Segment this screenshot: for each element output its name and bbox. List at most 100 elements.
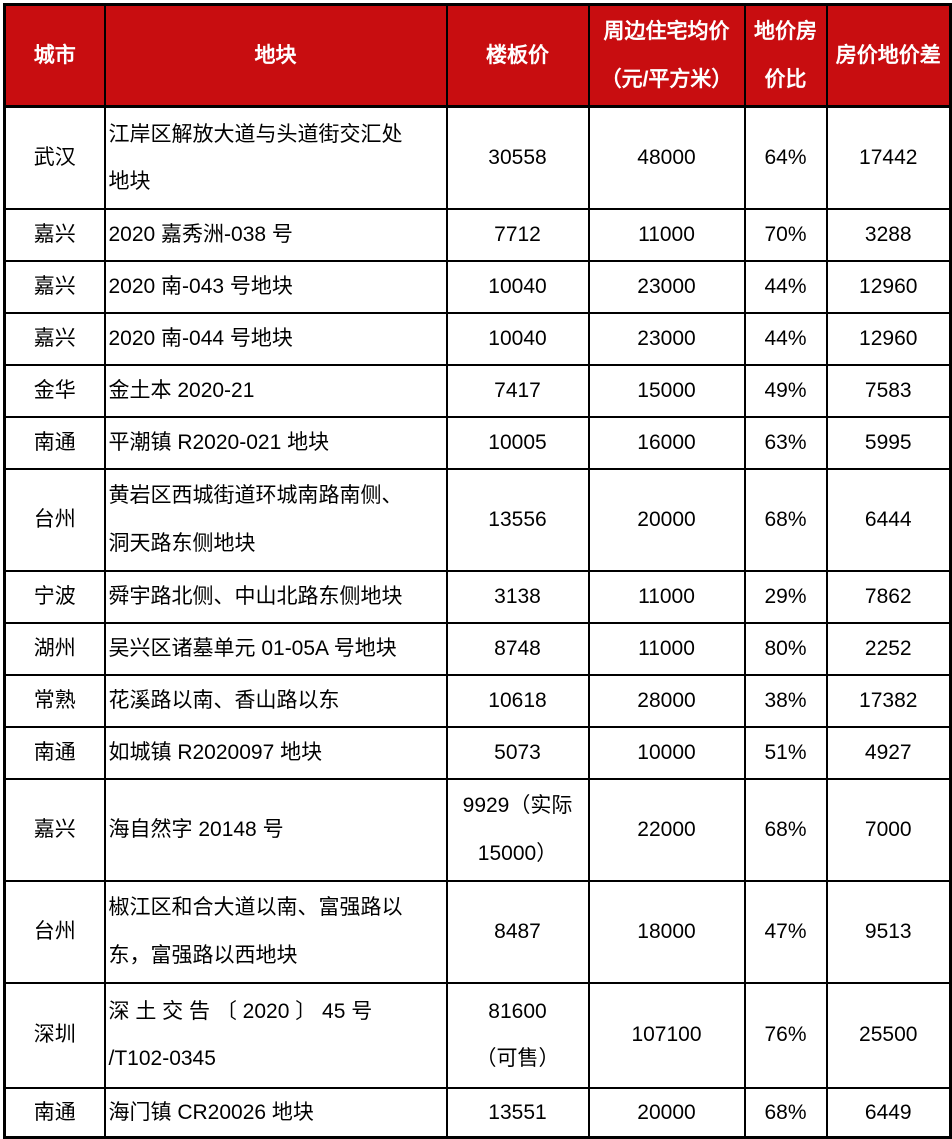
- cell-price-diff: 6444: [825, 467, 952, 572]
- cell-plot: 海门镇 CR20026 地块: [103, 1086, 448, 1139]
- cell-avg-price: 18000: [587, 879, 746, 984]
- cell-price-diff: 4927: [825, 725, 952, 780]
- cell-floor-price: 9929（实际 15000）: [445, 777, 590, 882]
- cell-city: 台州: [3, 879, 106, 984]
- table-row: 嘉兴 2020 嘉秀洲-038 号 7712 11000 70% 3288: [3, 207, 952, 262]
- cell-avg-price: 107100: [587, 981, 746, 1089]
- cell-avg-price: 23000: [587, 259, 746, 314]
- cell-plot: 花溪路以南、香山路以东: [103, 673, 448, 728]
- cell-floor-price: 10618: [445, 673, 590, 728]
- col-header-ratio: 地价房 价比: [743, 3, 828, 108]
- cell-price-diff: 17382: [825, 673, 952, 728]
- cell-city: 嘉兴: [3, 777, 106, 882]
- cell-city: 南通: [3, 725, 106, 780]
- cell-city: 深圳: [3, 981, 106, 1089]
- cell-city: 武汉: [3, 105, 106, 210]
- table-row: 常熟 花溪路以南、香山路以东 10618 28000 38% 17382: [3, 673, 952, 728]
- cell-avg-price: 15000: [587, 363, 746, 418]
- cell-city: 南通: [3, 415, 106, 470]
- cell-price-diff: 17442: [825, 105, 952, 210]
- table-row: 嘉兴 2020 南-043 号地块 10040 23000 44% 12960: [3, 259, 952, 314]
- table-row: 南通 海门镇 CR20026 地块 13551 20000 68% 6449: [3, 1086, 952, 1139]
- cell-price-diff: 2252: [825, 621, 952, 676]
- table-row: 南通 如城镇 R2020097 地块 5073 10000 51% 4927: [3, 725, 952, 780]
- table-row: 台州 黄岩区西城街道环城南路南侧、 洞天路东侧地块 13556 20000 68…: [3, 467, 952, 572]
- cell-ratio: 49%: [743, 363, 828, 418]
- cell-avg-price: 20000: [587, 467, 746, 572]
- cell-plot: 平潮镇 R2020-021 地块: [103, 415, 448, 470]
- cell-price-diff: 9513: [825, 879, 952, 984]
- cell-floor-price: 7712: [445, 207, 590, 262]
- cell-avg-price: 11000: [587, 207, 746, 262]
- col-header-avg-price: 周边住宅均价 （元/平方米）: [587, 3, 746, 108]
- cell-price-diff: 5995: [825, 415, 952, 470]
- cell-ratio: 68%: [743, 467, 828, 572]
- cell-plot: 海自然字 20148 号: [103, 777, 448, 882]
- col-header-plot: 地块: [103, 3, 448, 108]
- cell-ratio: 76%: [743, 981, 828, 1089]
- cell-floor-price: 13556: [445, 467, 590, 572]
- cell-floor-price: 30558: [445, 105, 590, 210]
- cell-ratio: 70%: [743, 207, 828, 262]
- cell-plot: 2020 嘉秀洲-038 号: [103, 207, 448, 262]
- cell-city: 嘉兴: [3, 311, 106, 366]
- cell-ratio: 29%: [743, 569, 828, 624]
- cell-floor-price: 10040: [445, 259, 590, 314]
- table-header-row: 城市 地块 楼板价 周边住宅均价 （元/平方米） 地价房 价比 房价地价差: [3, 3, 952, 108]
- table-row: 湖州 吴兴区诸墓单元 01-05A 号地块 8748 11000 80% 225…: [3, 621, 952, 676]
- cell-ratio: 80%: [743, 621, 828, 676]
- cell-plot: 如城镇 R2020097 地块: [103, 725, 448, 780]
- cell-price-diff: 12960: [825, 259, 952, 314]
- cell-plot: 深 土 交 告 〔 2020 〕 45 号 /T102-0345: [103, 981, 448, 1089]
- cell-plot: 吴兴区诸墓单元 01-05A 号地块: [103, 621, 448, 676]
- cell-ratio: 64%: [743, 105, 828, 210]
- cell-avg-price: 10000: [587, 725, 746, 780]
- cell-floor-price: 8487: [445, 879, 590, 984]
- cell-plot: 椒江区和合大道以南、富强路以 东，富强路以西地块: [103, 879, 448, 984]
- cell-city: 宁波: [3, 569, 106, 624]
- table-row: 台州 椒江区和合大道以南、富强路以 东，富强路以西地块 8487 18000 4…: [3, 879, 952, 984]
- cell-floor-price: 81600 （可售）: [445, 981, 590, 1089]
- col-header-floor-price: 楼板价: [445, 3, 590, 108]
- cell-ratio: 44%: [743, 311, 828, 366]
- table-row: 金华 金土本 2020-21 7417 15000 49% 7583: [3, 363, 952, 418]
- cell-floor-price: 3138: [445, 569, 590, 624]
- table-row: 南通 平潮镇 R2020-021 地块 10005 16000 63% 5995: [3, 415, 952, 470]
- cell-city: 湖州: [3, 621, 106, 676]
- cell-price-diff: 3288: [825, 207, 952, 262]
- cell-floor-price: 5073: [445, 725, 590, 780]
- cell-floor-price: 7417: [445, 363, 590, 418]
- cell-price-diff: 7583: [825, 363, 952, 418]
- cell-ratio: 68%: [743, 777, 828, 882]
- cell-avg-price: 16000: [587, 415, 746, 470]
- cell-plot: 黄岩区西城街道环城南路南侧、 洞天路东侧地块: [103, 467, 448, 572]
- table-row: 嘉兴 2020 南-044 号地块 10040 23000 44% 12960: [3, 311, 952, 366]
- cell-avg-price: 11000: [587, 569, 746, 624]
- col-header-city: 城市: [3, 3, 106, 108]
- cell-price-diff: 6449: [825, 1086, 952, 1139]
- cell-city: 常熟: [3, 673, 106, 728]
- cell-price-diff: 12960: [825, 311, 952, 366]
- cell-avg-price: 48000: [587, 105, 746, 210]
- table-row: 宁波 舜宇路北侧、中山北路东侧地块 3138 11000 29% 7862: [3, 569, 952, 624]
- cell-plot: 金土本 2020-21: [103, 363, 448, 418]
- cell-ratio: 63%: [743, 415, 828, 470]
- cell-price-diff: 25500: [825, 981, 952, 1089]
- land-price-table: 城市 地块 楼板价 周边住宅均价 （元/平方米） 地价房 价比 房价地价差 武汉…: [3, 3, 952, 1139]
- cell-ratio: 47%: [743, 879, 828, 984]
- table-row: 嘉兴 海自然字 20148 号 9929（实际 15000） 22000 68%…: [3, 777, 952, 882]
- cell-plot: 江岸区解放大道与头道街交汇处 地块: [103, 105, 448, 210]
- cell-ratio: 38%: [743, 673, 828, 728]
- cell-ratio: 44%: [743, 259, 828, 314]
- cell-city: 台州: [3, 467, 106, 572]
- cell-floor-price: 8748: [445, 621, 590, 676]
- cell-city: 南通: [3, 1086, 106, 1139]
- table-row: 深圳 深 土 交 告 〔 2020 〕 45 号 /T102-0345 8160…: [3, 981, 952, 1089]
- cell-floor-price: 10040: [445, 311, 590, 366]
- cell-avg-price: 23000: [587, 311, 746, 366]
- table-row: 武汉 江岸区解放大道与头道街交汇处 地块 30558 48000 64% 174…: [3, 105, 952, 210]
- cell-avg-price: 11000: [587, 621, 746, 676]
- cell-price-diff: 7862: [825, 569, 952, 624]
- cell-city: 嘉兴: [3, 259, 106, 314]
- cell-ratio: 51%: [743, 725, 828, 780]
